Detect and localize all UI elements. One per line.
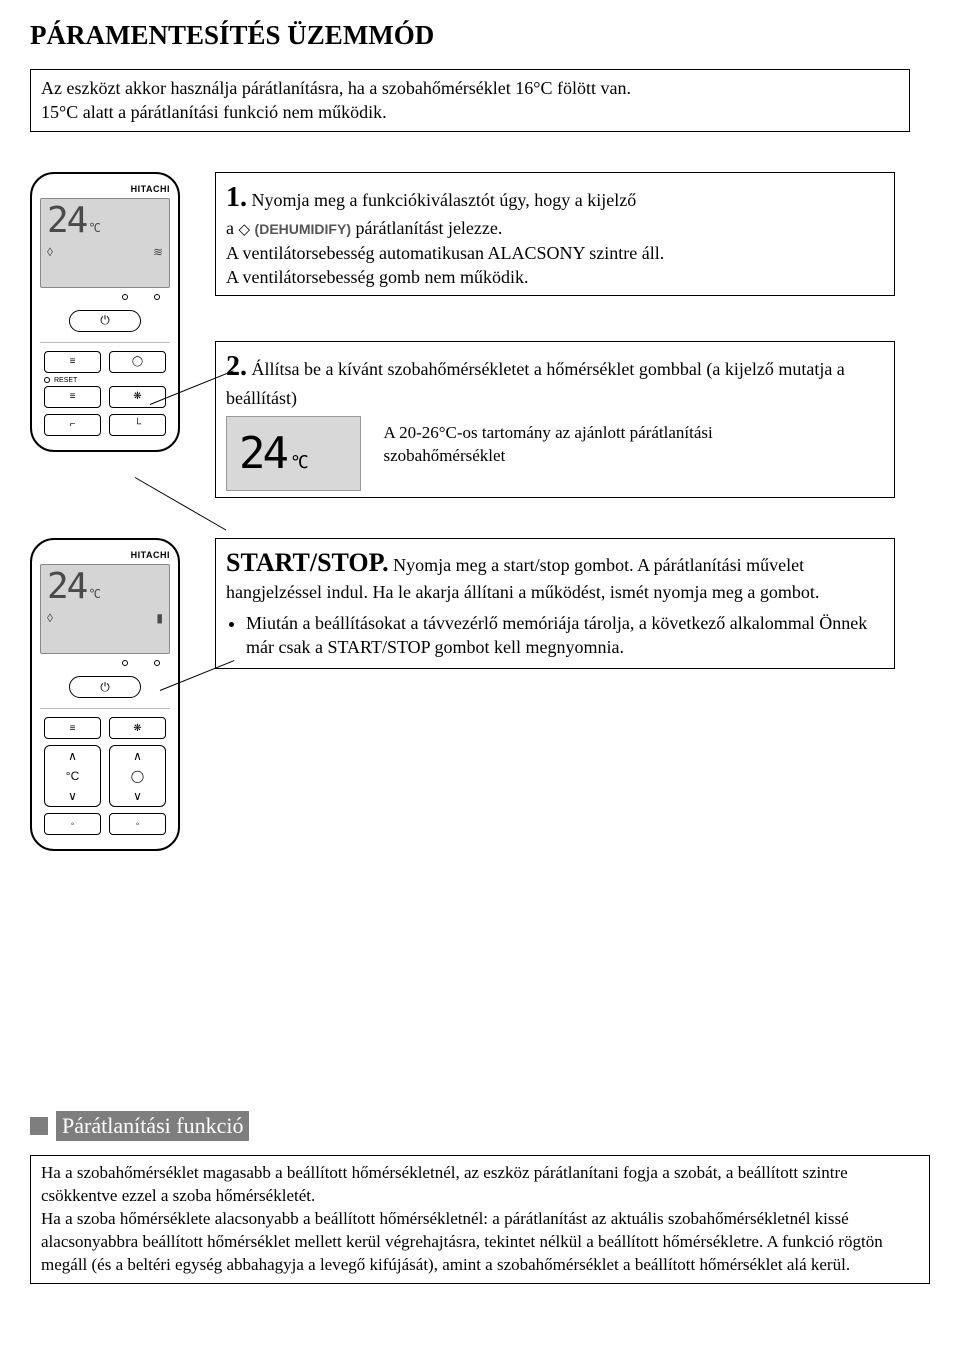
- banner-square-icon: [30, 1117, 48, 1135]
- remote-temp-unit: °C: [88, 587, 98, 601]
- down-icon: ∨: [133, 789, 142, 803]
- step1-line2: A ventilátorsebesség automatikusan ALACS…: [226, 241, 884, 265]
- time-updown-button[interactable]: ∧ ◯ ∨: [109, 745, 166, 807]
- list-icon: ≡: [70, 391, 76, 402]
- step2-text: Állítsa be a kívánt szobahőmérsékletet a…: [226, 359, 845, 408]
- step1-a: a: [226, 218, 234, 238]
- clock-icon: ◯: [132, 356, 143, 367]
- remote-brand: HITACHI: [40, 550, 170, 560]
- step1-text-after: párátlanítást jelezze.: [355, 218, 502, 238]
- dot-icon: [122, 294, 128, 300]
- fan-icon: ❋: [133, 391, 141, 402]
- range-text: A 20-26°C-os tartomány az ajánlott párát…: [384, 422, 804, 468]
- section-banner: Párátlanítási funkció: [30, 1111, 930, 1141]
- leader-line: [135, 477, 226, 530]
- dot-icon: [154, 294, 160, 300]
- footer-box: Ha a szobahőmérséklet magasabb a beállít…: [30, 1155, 930, 1284]
- dot-icon: ◦: [71, 819, 75, 830]
- drop-icon: ◊: [47, 611, 53, 625]
- footer-p2: Ha a szoba hőmérséklete alacsonyabb a be…: [41, 1208, 919, 1277]
- step3-row: HITACHI 24°C ◊ ▮ ⏻ ≡ ❋ ∧ °C: [30, 538, 930, 851]
- step3-bullet: Miután a beállításokat a távvezérlő memó…: [246, 611, 884, 660]
- dehumidify-label: (DEHUMIDIFY): [255, 221, 351, 237]
- step1-box: 1. Nyomja meg a funkciókiválasztót úgy, …: [215, 172, 895, 297]
- up-icon: ∧: [68, 749, 77, 763]
- extra-button-2[interactable]: ◦: [109, 813, 166, 835]
- remote-brand: HITACHI: [40, 184, 170, 194]
- fan-level-icon: ▮: [156, 611, 163, 625]
- list-icon: ≡: [70, 723, 76, 734]
- remote-illustration-lower: HITACHI 24°C ◊ ▮ ⏻ ≡ ❋ ∧ °C: [30, 538, 180, 851]
- list-icon: ≡: [70, 356, 76, 367]
- reset-dot[interactable]: [44, 377, 50, 383]
- intro-line1: Az eszközt akkor használja párátlanításr…: [41, 76, 899, 100]
- swing-button[interactable]: ⌐: [44, 414, 101, 436]
- fan-button[interactable]: ❋: [109, 717, 166, 739]
- step2-box: 2. Állítsa be a kívánt szobahőmérséklete…: [215, 341, 895, 498]
- intro-box: Az eszközt akkor használja párátlanításr…: [30, 69, 910, 132]
- footer-p1: Ha a szobahőmérséklet magasabb a beállít…: [41, 1162, 919, 1208]
- dot-icon: ◦: [136, 819, 140, 830]
- step1-line3: A ventilátorsebesség gomb nem működik.: [226, 265, 884, 289]
- temp-display-value: 24: [239, 424, 286, 483]
- step1-text-before: Nyomja meg a funkciókiválasztót úgy, hog…: [252, 190, 637, 210]
- step1-number: 1.: [226, 182, 247, 213]
- power-icon: ⏻: [100, 313, 110, 328]
- banner-label: Párátlanítási funkció: [56, 1111, 249, 1141]
- step2-number: 2.: [226, 351, 247, 382]
- remote-illustration-upper: HITACHI 24°C ◊ ≋ ⏻ ≡ ◯ RESET ≡ ❋: [30, 172, 180, 452]
- temp-display-unit: °C: [290, 451, 306, 475]
- step3-box: START/STOP. Nyomja meg a start/stop gomb…: [215, 538, 895, 669]
- step1-row: HITACHI 24°C ◊ ≋ ⏻ ≡ ◯ RESET ≡ ❋: [30, 172, 930, 499]
- mode-button[interactable]: ≡: [44, 717, 101, 739]
- page-title: PÁRAMENTESÍTÉS ÜZEMMÓD: [30, 20, 930, 51]
- remote-temp: 24: [47, 200, 86, 241]
- startstop-heading: START/STOP.: [226, 548, 389, 577]
- extra-button-1[interactable]: ◦: [44, 813, 101, 835]
- sleep-button[interactable]: ≡: [44, 386, 101, 408]
- intro-line2: 15°C alatt a párátlanítási funkció nem m…: [41, 100, 899, 124]
- remote-temp-unit: °C: [88, 221, 98, 235]
- timer-button[interactable]: ◯: [109, 351, 166, 373]
- fan-icon: ❋: [133, 723, 141, 734]
- mode-button[interactable]: ≡: [44, 351, 101, 373]
- reset-label: RESET: [54, 377, 77, 384]
- power-button[interactable]: ⏻: [69, 676, 141, 698]
- fan-button[interactable]: ❋: [109, 386, 166, 408]
- power-icon: ⏻: [100, 680, 110, 695]
- clock-icon: ◯: [131, 769, 144, 783]
- remote-screen: 24°C ◊ ≋: [40, 198, 170, 288]
- temp-display: 24°C: [226, 416, 361, 491]
- dot-icon: [122, 660, 128, 666]
- dot-icon: [154, 660, 160, 666]
- drop-icon: ◊: [47, 245, 53, 259]
- louver-button[interactable]: └: [109, 414, 166, 436]
- temp-c-label: °C: [66, 769, 79, 783]
- dehumidify-icon: ◇: [239, 221, 251, 238]
- temp-updown-button[interactable]: ∧ °C ∨: [44, 745, 101, 807]
- power-button[interactable]: ⏻: [69, 310, 141, 332]
- remote-screen: 24°C ◊ ▮: [40, 564, 170, 654]
- down-icon: ∨: [68, 789, 77, 803]
- signal-icon: ≋: [153, 245, 163, 259]
- remote-temp: 24: [47, 566, 86, 607]
- up-icon: ∧: [133, 749, 142, 763]
